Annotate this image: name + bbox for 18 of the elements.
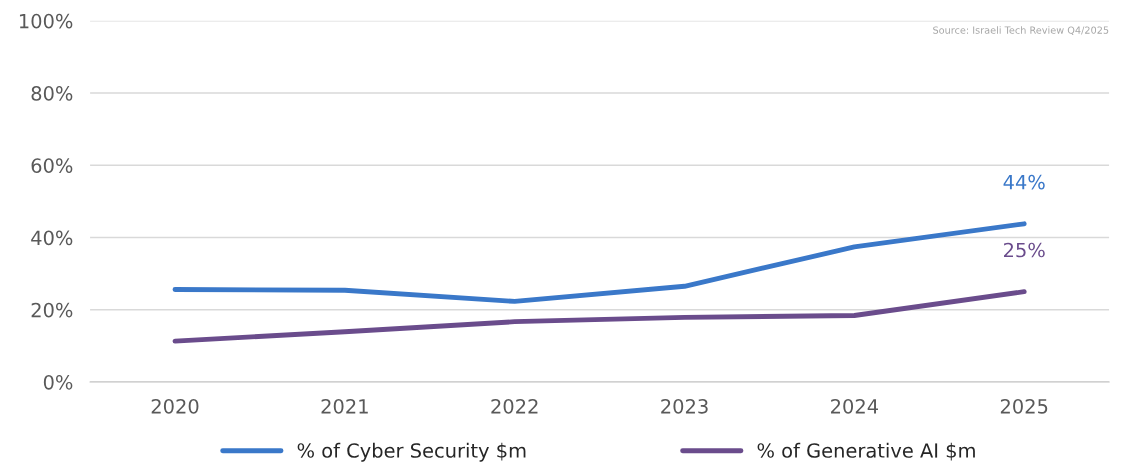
y-tick-label: 100% — [19, 13, 73, 29]
x-tick-label: 2021 — [321, 398, 368, 414]
x-tick-label: 2022 — [491, 398, 538, 414]
line-series — [172, 289, 1027, 344]
y-tick-label: 20% — [31, 302, 73, 318]
annotation: Source: Israeli Tech Review Q4/2025 — [933, 26, 1109, 35]
y-tick-label: 40% — [31, 230, 73, 246]
x-tick-label: 2025 — [1000, 398, 1048, 414]
y-tick-label: 60% — [31, 158, 73, 173]
legend-label: % of Cyber Security $m — [297, 442, 526, 462]
x-tick-label: 2024 — [831, 398, 878, 414]
data-label: 44% — [1003, 174, 1045, 190]
y-tick-label: 80% — [31, 86, 73, 101]
data-label: 25% — [1004, 242, 1045, 258]
x-tick-label: 2020 — [151, 398, 199, 414]
x-tick-label: 2023 — [661, 398, 708, 414]
y-tick-label: 0% — [43, 374, 73, 390]
legend-label: % of Generative AI $m — [757, 442, 975, 461]
